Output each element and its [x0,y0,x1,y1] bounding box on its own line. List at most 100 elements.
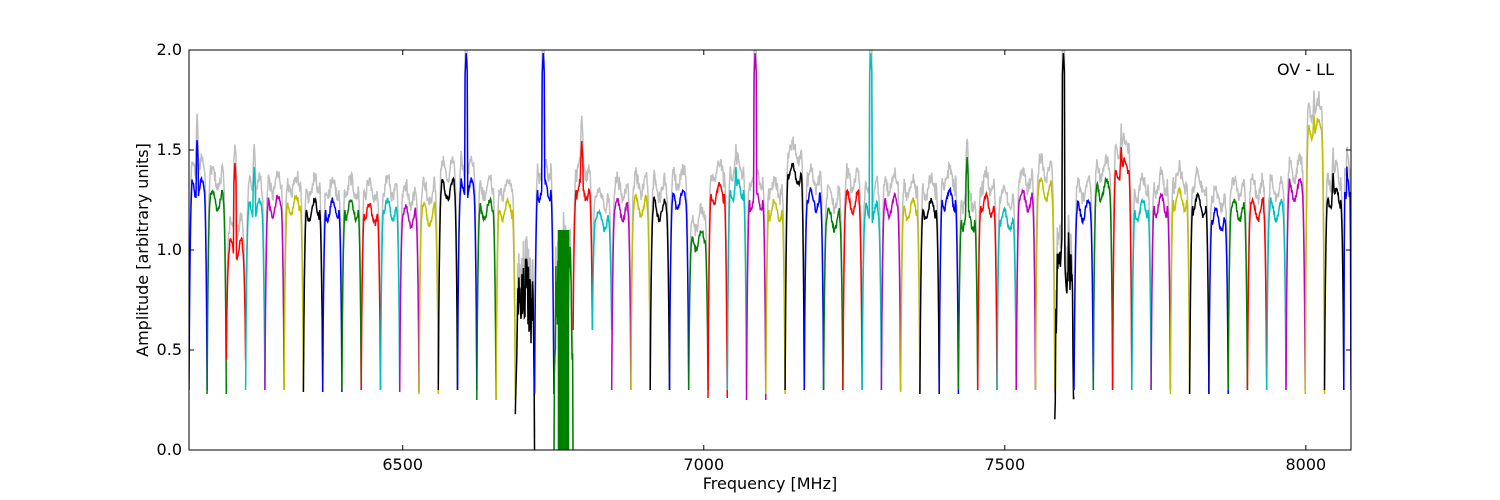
channel-trace-20 [572,141,594,331]
x-tick-label: 6500 [382,455,423,474]
background-trace [418,176,440,373]
background-trace [1015,166,1037,369]
background-trace [225,144,247,341]
channel-trace-21 [591,208,613,331]
x-tick-label: 7500 [984,455,1025,474]
channel-trace-0 [189,140,208,391]
channel-trace-54 [1227,198,1249,391]
channel-trace-40 [957,157,979,391]
channel-trace-36 [880,192,902,391]
y-tick-label: 1.5 [157,140,182,159]
channel-trace-35 [861,53,883,391]
background-trace [591,187,613,310]
channel-trace-39 [938,186,960,395]
channel-trace-59 [1323,173,1345,391]
background-trace [1054,50,1075,394]
background-trace [264,170,285,373]
channel-trace-33 [822,207,844,391]
y-tick-label: 1.0 [157,240,182,259]
background-trace [1131,172,1152,373]
channel-trace-26 [687,230,709,391]
background-trace [957,138,979,373]
background-trace [1169,159,1191,378]
channel-trace-5 [283,194,305,391]
y-tick-label: 0.5 [157,340,182,359]
background-trace [244,143,266,364]
channel-trace-10 [379,197,401,391]
background-trace [302,172,324,371]
channel-trace-29 [745,53,767,401]
channel-trace-43 [1015,187,1037,391]
channel-trace-57 [1285,177,1306,391]
channel-trace-58 [1304,115,1326,395]
background-trace [379,174,401,369]
background-trace [572,115,594,311]
channel-trace-22 [610,198,632,391]
channel-trace-16 [495,196,517,401]
background-trace [630,167,651,373]
x-tick-label: 8000 [1285,455,1326,474]
y-axis-ticks: 0.0 0.5 1.0 1.5 2.0 [157,40,1351,459]
channel-trace-38 [919,198,940,395]
background-trace [437,155,459,374]
background-trace [938,160,960,377]
channel-trace-4 [264,194,285,391]
channel-trace-31 [784,162,806,391]
background-trace [1246,172,1268,370]
background-trace [341,170,362,371]
y-axis-label: Amplitude [arbitrary units] [133,143,152,357]
channel-trace-42 [996,206,1017,391]
channel-trace-13 [437,176,459,391]
channel-trace-14 [456,53,478,391]
x-tick-label: 7000 [683,455,724,474]
background-trace [1265,174,1287,369]
background-trace [495,177,517,378]
background-trace [476,174,497,381]
channel-trace-27 [707,182,729,399]
y-tick-label: 2.0 [157,40,182,59]
background-trace [610,171,632,370]
background-trace [1111,123,1133,367]
background-trace [398,179,420,372]
channel-trace-7 [321,197,343,393]
background-trace [189,113,208,373]
background-trace [649,169,671,370]
channel-trace-49 [1131,197,1152,391]
channel-trace-28 [726,167,748,391]
channel-trace-48 [1111,147,1133,391]
background-trace [456,50,478,369]
background-trace [1304,90,1326,377]
background-trace [1285,152,1306,373]
channel-trace-25 [668,188,690,391]
background-trace [668,163,690,373]
y-tick-label: 0.0 [157,440,182,459]
background-trace [1034,153,1056,367]
channel-trace-41 [976,190,998,391]
channel-trace-46 [1073,198,1095,391]
background-trace [745,50,767,381]
channel-trace-55 [1246,196,1268,391]
channel-trace-52 [1188,191,1210,395]
channel-trace-8 [341,199,362,391]
background-trace [726,143,748,370]
background-trace [1188,165,1210,372]
channel-trace-45 [1054,53,1075,420]
channel-trace-19 [553,235,574,450]
background-trace [1323,147,1345,364]
background-trace [919,172,940,369]
channel-trace-23 [630,193,651,391]
background-trace [1227,175,1249,372]
background-trace [880,167,902,364]
channel-trace-9 [360,202,382,391]
channel-trace-32 [803,187,825,391]
background-series [189,50,1351,450]
channel-trace-17 [514,258,536,450]
channel-trace-51 [1169,186,1191,395]
background-trace [1150,166,1172,372]
background-trace [687,202,709,366]
channel-trace-50 [1150,192,1172,391]
channel-trace-60 [1343,166,1351,391]
background-trace [1208,184,1229,373]
background-trace [1343,146,1351,370]
channel-noise-block [557,230,570,450]
